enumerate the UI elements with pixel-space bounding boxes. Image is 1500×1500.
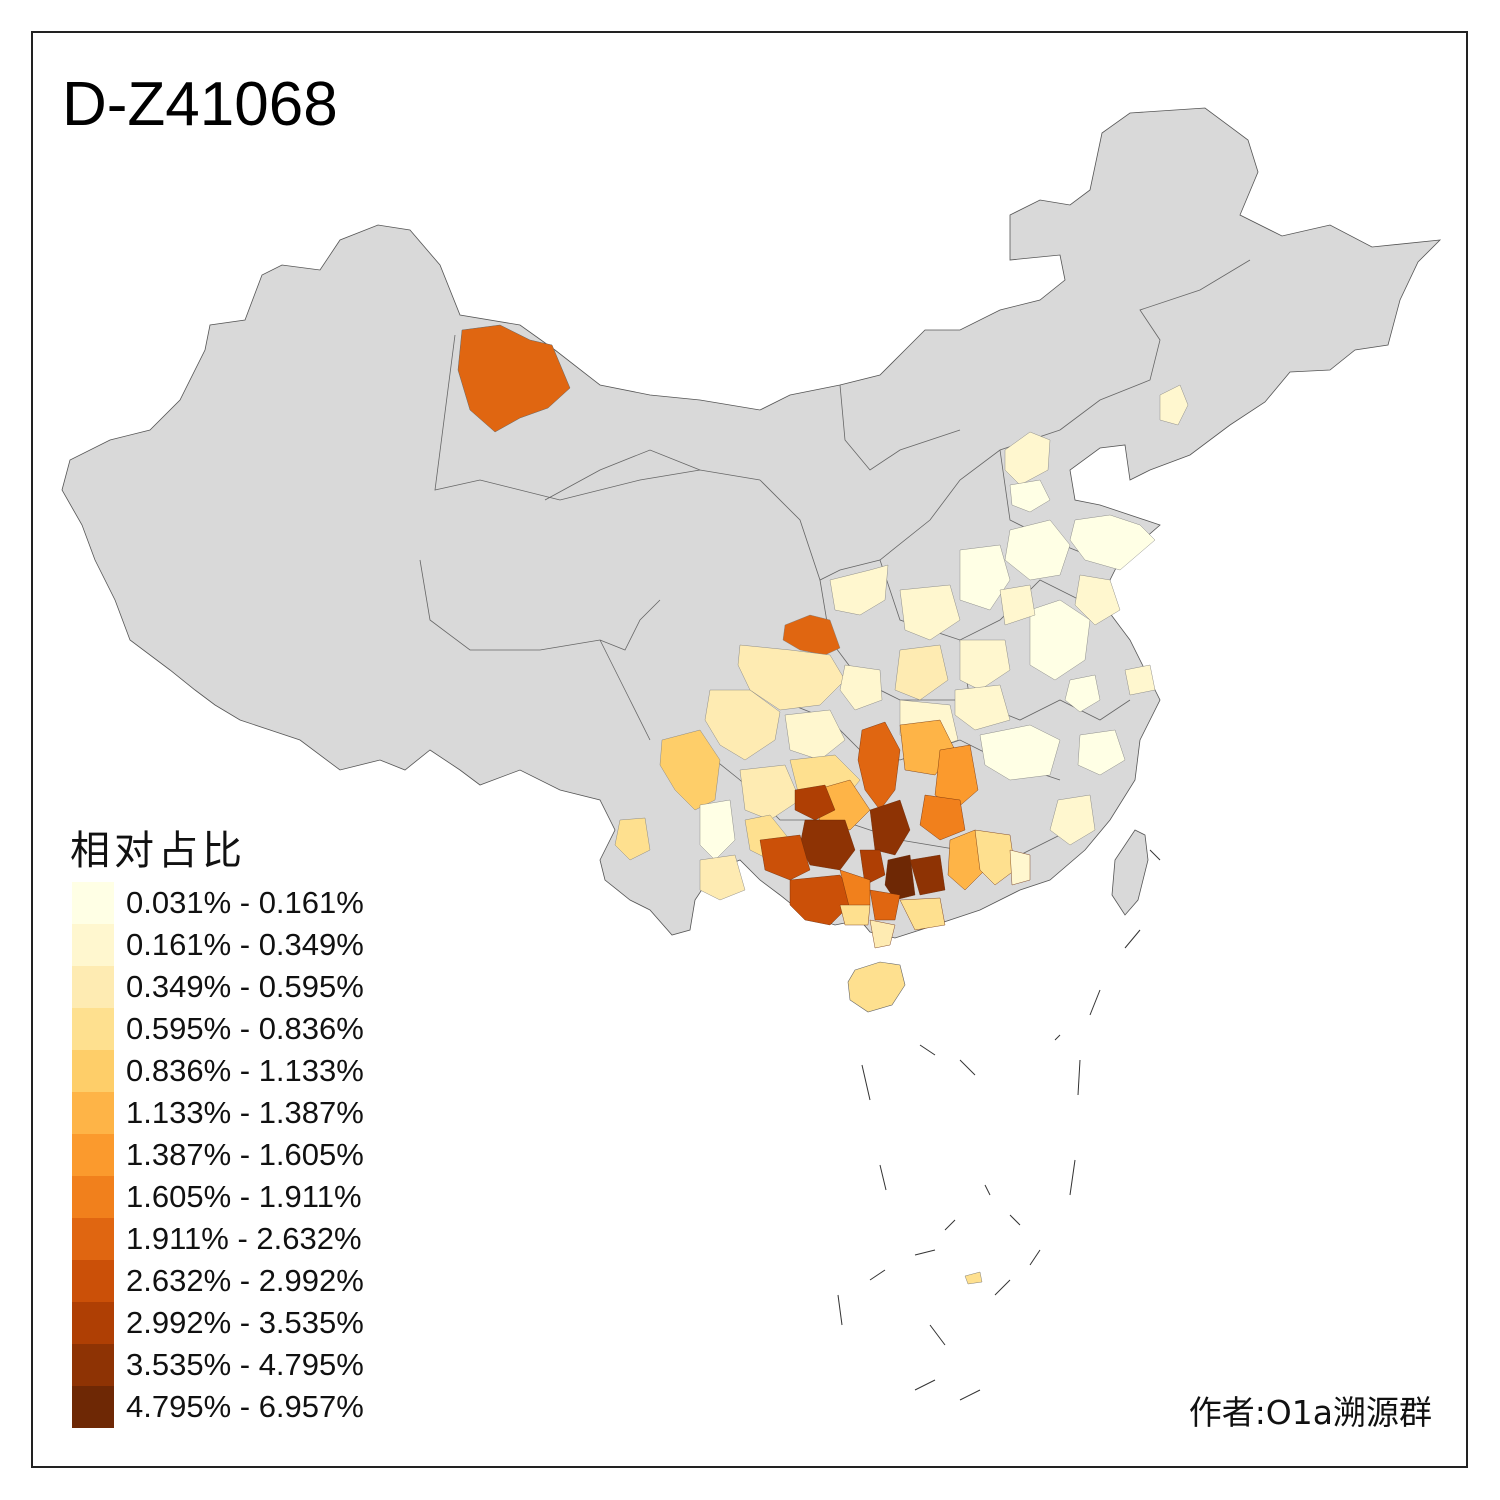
legend-label: 0.595% - 0.836% xyxy=(126,1011,364,1046)
legend-swatch xyxy=(72,1176,114,1218)
legend-swatch xyxy=(72,882,114,924)
legend-swatch xyxy=(72,924,114,966)
legend-label: 1.911% - 2.632% xyxy=(126,1221,362,1256)
legend-swatch xyxy=(72,1344,114,1386)
small-island-highlight xyxy=(964,1271,983,1285)
legend-swatch xyxy=(72,1218,114,1260)
legend-label: 0.836% - 1.133% xyxy=(126,1053,364,1088)
legend-swatch xyxy=(72,1008,114,1050)
taiwan-island xyxy=(1111,829,1149,916)
legend-label: 1.133% - 1.387% xyxy=(126,1095,364,1130)
region-tacheng xyxy=(457,324,571,433)
legend-label: 4.795% - 6.957% xyxy=(126,1389,364,1424)
hainan-island xyxy=(847,961,906,1013)
legend-label: 0.161% - 0.349% xyxy=(126,927,364,962)
legend-title: 相对占比 xyxy=(70,828,246,874)
south-sea-islands xyxy=(837,849,1161,1401)
legend-label: 2.632% - 2.992% xyxy=(126,1263,364,1298)
north-east-regions xyxy=(959,384,1189,846)
legend-label: 3.535% - 4.795% xyxy=(126,1347,364,1382)
legend-swatch xyxy=(72,1386,114,1428)
legend-swatch xyxy=(72,1302,114,1344)
author-credit: 作者:O1a溯源群 xyxy=(1188,1393,1432,1432)
legend-swatch xyxy=(72,1050,114,1092)
legend-swatch xyxy=(72,1134,114,1176)
legend-label: 1.387% - 1.605% xyxy=(126,1137,364,1172)
south-regions xyxy=(759,719,1031,949)
legend-label: 2.992% - 3.535% xyxy=(126,1305,364,1340)
legend-swatch xyxy=(72,1260,114,1302)
legend-swatch xyxy=(72,966,114,1008)
legend-swatch xyxy=(72,1092,114,1134)
legend-label: 1.605% - 1.911% xyxy=(126,1179,362,1214)
china-mainland xyxy=(61,107,1442,939)
map-title: D-Z41068 xyxy=(62,70,338,139)
legend-label: 0.349% - 0.595% xyxy=(126,969,364,1004)
legend-label: 0.031% - 0.161% xyxy=(126,885,364,920)
